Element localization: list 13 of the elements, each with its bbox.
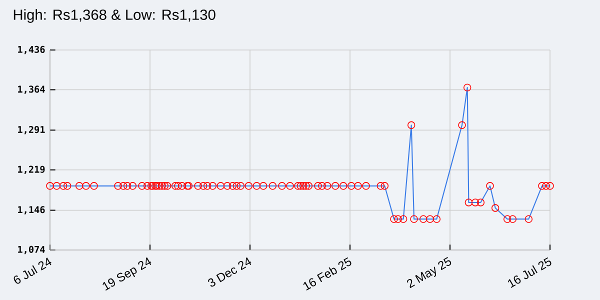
x-tick-label: 16 Feb 25 (303, 257, 352, 291)
x-tick-label: 19 Sep 24 (102, 257, 152, 291)
y-tick-label: 1,364 (18, 86, 45, 94)
y-tick-label: 1,146 (18, 206, 45, 214)
x-tick-label: 3 Dec 24 (208, 257, 252, 287)
x-tick-label: 16 Jul 25 (508, 257, 552, 288)
y-tick-label: 1,291 (18, 126, 45, 134)
x-tick-label: 6 Jul 24 (14, 258, 52, 284)
y-tick-label: 1,074 (18, 246, 45, 254)
y-tick-label: 1,436 (18, 46, 45, 54)
y-tick-label: 1,219 (18, 166, 45, 174)
chart-title: High: Rs1,368 & Low: Rs1,130 (14, 9, 216, 23)
x-tick-label: 2 May 25 (406, 257, 452, 288)
